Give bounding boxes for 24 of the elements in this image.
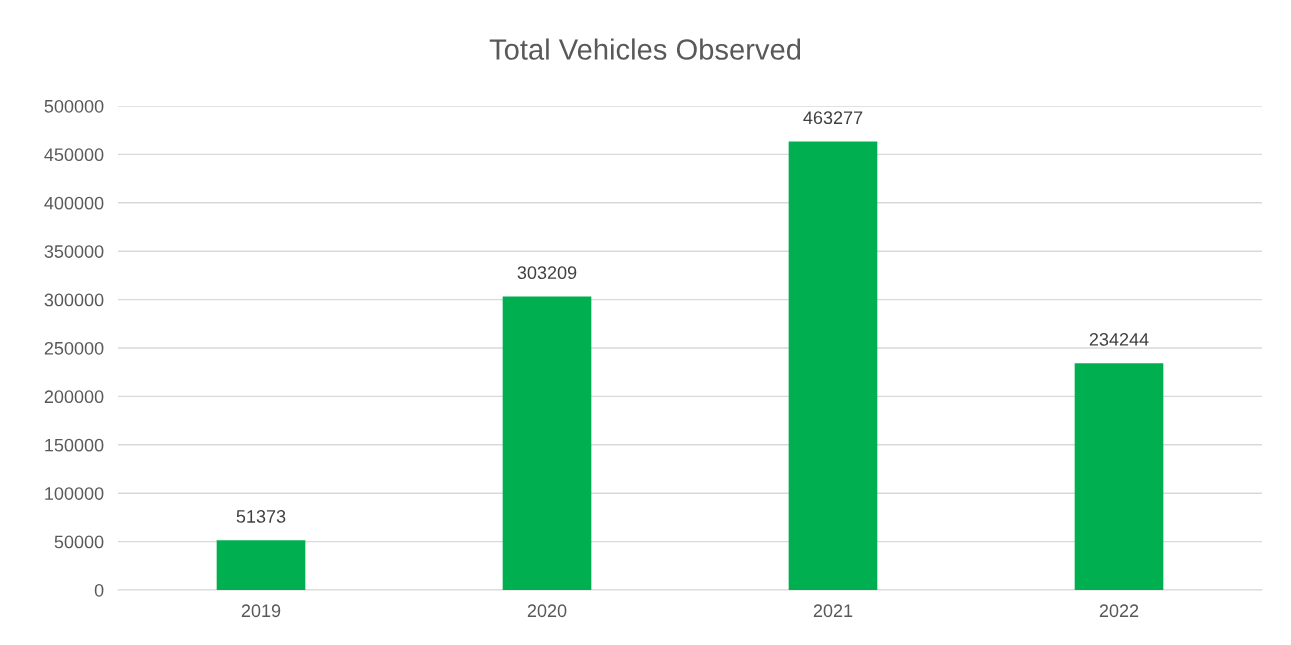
- y-tick-label: 200000: [44, 390, 104, 404]
- data-label: 234244: [1089, 333, 1149, 346]
- y-tick-label: 350000: [44, 245, 104, 258]
- y-tick-label: 400000: [44, 196, 104, 210]
- x-tick-label: 2020: [527, 604, 567, 618]
- y-tick-label: 100000: [45, 487, 104, 500]
- bar: [502, 296, 592, 590]
- y-tick-label: 50000: [54, 535, 104, 549]
- y-tick-label: 250000: [44, 341, 104, 355]
- x-tick-label: 2019: [241, 604, 281, 618]
- y-tick-label: 500000: [44, 99, 104, 113]
- y-tick-label: 300000: [44, 293, 104, 307]
- data-label: 51373: [236, 510, 286, 523]
- chart-title: Total Vehicles Observed: [489, 38, 801, 60]
- x-tick-label: 2022: [1099, 604, 1139, 618]
- data-label: 463277: [803, 111, 863, 125]
- x-tick-label: 2021: [813, 604, 853, 618]
- y-tick-label: 450000: [44, 148, 104, 162]
- bar: [1074, 363, 1164, 590]
- bar: [788, 141, 878, 590]
- y-tick-label: 0: [94, 583, 104, 597]
- bar: [216, 540, 306, 590]
- data-label: 303209: [517, 266, 577, 280]
- y-tick-label: 150000: [45, 438, 104, 452]
